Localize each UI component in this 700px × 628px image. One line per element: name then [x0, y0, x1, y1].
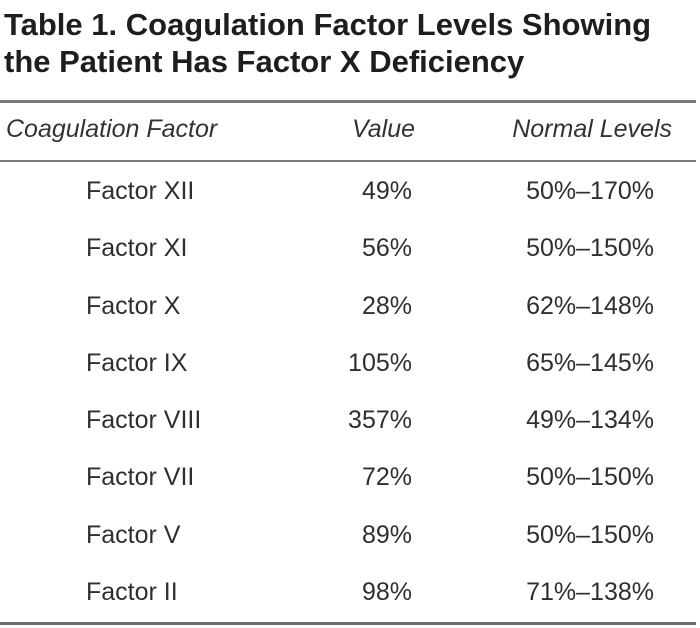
table-title-line-1: Table 1. Coagulation Factor Levels Showi… [4, 7, 652, 42]
normal-range: 62%–148% [526, 291, 654, 320]
table-row: Factor XI 56% 50%–150% [0, 225, 696, 282]
top-rule [0, 100, 696, 103]
table-row: Factor V 89% 50%–150% [0, 512, 696, 569]
normal-range: 71%–138% [526, 578, 654, 607]
factor-value: 72% [361, 463, 412, 492]
table-title-line-2: the Patient Has Factor X Deficiency [4, 44, 525, 79]
factor-value: 357% [348, 406, 412, 435]
header-value: Value [351, 115, 415, 143]
bottom-rule [0, 622, 696, 625]
normal-range: 50%–150% [526, 520, 654, 549]
factor-name: Factor XI [86, 234, 188, 263]
factor-value: 89% [361, 520, 412, 549]
table-row: Factor X 28% 62%–148% [0, 283, 696, 340]
table-row: Factor IX 105% 65%–145% [0, 340, 696, 397]
factor-name: Factor VII [86, 463, 195, 492]
factor-name: Factor IX [86, 348, 188, 377]
table-row: Factor VIII 357% 49%–134% [0, 397, 696, 454]
factor-name: Factor VIII [86, 406, 202, 435]
factor-value: 49% [361, 177, 412, 205]
table-body: Factor XII 49% 50%–170% Factor XI 56% 50… [0, 168, 696, 626]
header-normal-levels: Normal Levels [512, 115, 672, 143]
table-row: Factor VII 72% 50%–150% [0, 454, 696, 511]
normal-range: 49%–134% [526, 406, 654, 435]
factor-name: Factor II [86, 578, 178, 607]
factor-value: 98% [361, 578, 412, 607]
factor-value: 56% [361, 234, 412, 263]
table-row: Factor II 98% 71%–138% [0, 569, 696, 626]
normal-range: 50%–150% [526, 463, 654, 492]
table-title: Table 1. Coagulation Factor Levels Showi… [4, 6, 694, 80]
factor-name: Factor V [86, 520, 181, 549]
normal-range: 65%–145% [526, 348, 654, 377]
normal-range: 50%–150% [526, 234, 654, 263]
factor-value: 28% [361, 291, 412, 320]
table-row: Factor XII 49% 50%–170% [0, 168, 696, 225]
factor-name: Factor XII [86, 177, 195, 205]
header-coagulation-factor: Coagulation Factor [6, 115, 218, 143]
normal-range: 50%–170% [526, 177, 654, 205]
factor-value: 105% [348, 348, 412, 377]
header-rule [0, 160, 696, 162]
factor-name: Factor X [86, 291, 181, 320]
